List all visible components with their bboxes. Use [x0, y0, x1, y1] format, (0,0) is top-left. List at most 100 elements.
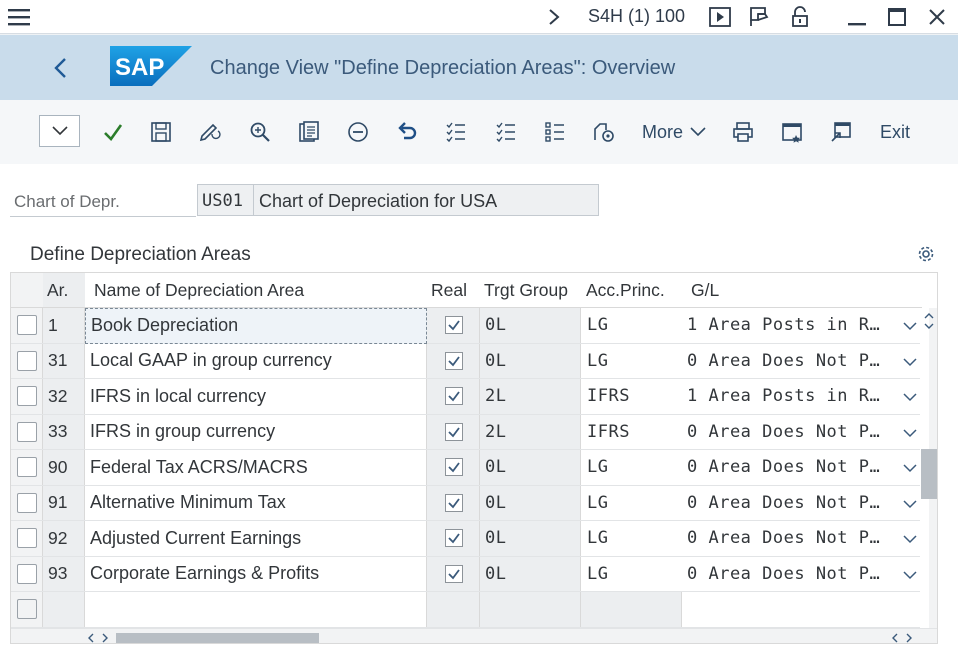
row-selector[interactable] [11, 521, 43, 557]
play-icon[interactable] [707, 4, 733, 30]
print-icon[interactable] [727, 116, 759, 148]
details-icon[interactable] [293, 116, 325, 148]
gl-cell[interactable]: 1 Area Posts in R… [682, 379, 920, 415]
close-icon[interactable] [924, 4, 950, 30]
lock-icon[interactable] [787, 4, 813, 30]
name-cell[interactable]: Local GAAP in group currency [85, 344, 427, 379]
horizontal-scrollbar[interactable] [11, 628, 937, 643]
real-cell [427, 486, 480, 521]
chevron-down-icon[interactable] [902, 389, 918, 405]
row-select-box[interactable] [17, 563, 37, 584]
real-checkbox[interactable] [444, 493, 463, 512]
real-checkbox[interactable] [444, 564, 463, 583]
real-checkbox[interactable] [444, 529, 463, 548]
row-select-box[interactable] [17, 528, 37, 549]
scroll-left-right-icon[interactable] [891, 631, 913, 643]
more-button[interactable]: More [642, 122, 706, 143]
menu-icon[interactable] [6, 4, 32, 30]
row-selector[interactable] [11, 450, 43, 486]
gl-cell[interactable]: 0 Area Does Not P… [682, 486, 920, 521]
acc-princ-cell[interactable]: IFRS [581, 379, 682, 415]
chevron-down-icon[interactable] [902, 460, 918, 476]
name-cell[interactable]: IFRS in local currency [85, 379, 427, 415]
acc-princ-cell[interactable]: LG [581, 343, 682, 379]
gl-cell[interactable]: 0 Area Does Not P… [682, 521, 920, 557]
select-all-icon[interactable] [440, 116, 472, 148]
edit-icon[interactable] [194, 116, 226, 148]
minimize-icon[interactable] [844, 4, 870, 30]
row-selector[interactable] [11, 344, 43, 379]
acc-princ-cell[interactable]: LG [581, 521, 682, 557]
chevron-right-icon[interactable] [541, 4, 567, 30]
select-block-icon[interactable] [539, 116, 571, 148]
name-cell[interactable]: Adjusted Current Earnings [85, 521, 427, 557]
gl-cell[interactable]: 1 Area Posts in R… [682, 308, 920, 344]
chevron-down-icon[interactable] [902, 425, 918, 441]
name-cell[interactable]: Federal Tax ACRS/MACRS [85, 450, 427, 486]
exit-button[interactable]: Exit [880, 122, 911, 142]
shortcut-icon[interactable] [825, 116, 857, 148]
vertical-scroll-thumb[interactable] [921, 449, 937, 499]
row-selector[interactable] [11, 308, 43, 344]
header-trgt-group[interactable]: Trgt Group [480, 273, 581, 308]
header-real[interactable]: Real [427, 273, 480, 308]
real-checkbox[interactable] [444, 387, 463, 406]
acc-princ-cell[interactable]: LG [581, 450, 682, 486]
scroll-left-right-icon[interactable] [87, 631, 109, 643]
acc-princ-cell[interactable]: LG [581, 556, 682, 592]
back-button[interactable] [48, 55, 74, 81]
check-icon[interactable] [97, 116, 129, 148]
name-cell[interactable]: Alternative Minimum Tax [85, 486, 427, 521]
row-selector[interactable] [11, 592, 43, 628]
new-window-icon[interactable] [776, 116, 808, 148]
delete-icon[interactable] [342, 116, 374, 148]
header-gl[interactable]: G/L [682, 273, 922, 308]
real-checkbox[interactable] [444, 316, 463, 335]
ar-cell [43, 592, 85, 628]
row-selector[interactable] [11, 415, 43, 450]
acc-princ-cell[interactable]: IFRS [581, 414, 682, 450]
undo-icon[interactable] [391, 116, 423, 148]
gl-cell[interactable]: 0 Area Does Not P… [682, 415, 920, 450]
name-cell[interactable]: Corporate Earnings & Profits [85, 557, 427, 592]
header-name[interactable]: Name of Depreciation Area [85, 273, 427, 308]
deselect-all-icon[interactable] [490, 116, 522, 148]
gl-cell[interactable]: 0 Area Does Not P… [682, 344, 920, 379]
real-checkbox[interactable] [444, 422, 463, 441]
configure-icon[interactable] [588, 116, 620, 148]
gl-cell[interactable]: 0 Area Does Not P… [682, 557, 920, 592]
row-selector[interactable] [11, 486, 43, 521]
gl-cell[interactable]: 0 Area Does Not P… [682, 450, 920, 486]
maximize-icon[interactable] [884, 4, 910, 30]
layout-icon[interactable] [746, 4, 772, 30]
row-select-box[interactable] [17, 599, 37, 620]
name-cell[interactable]: Book Depreciation [85, 308, 427, 344]
row-select-box[interactable] [17, 350, 37, 371]
row-select-box[interactable] [17, 492, 37, 513]
row-select-box[interactable] [17, 421, 37, 442]
row-select-box[interactable] [17, 315, 37, 336]
row-selector[interactable] [11, 379, 43, 415]
zoom-icon[interactable] [244, 116, 276, 148]
row-selector[interactable] [11, 557, 43, 592]
save-icon[interactable] [145, 116, 177, 148]
real-checkbox[interactable] [444, 458, 463, 477]
real-checkbox[interactable] [444, 351, 463, 370]
chevron-down-icon[interactable] [902, 531, 918, 547]
command-dropdown[interactable] [39, 115, 80, 147]
name-cell[interactable]: IFRS in group currency [85, 415, 427, 450]
scroll-up-down-icon[interactable] [922, 311, 936, 331]
row-select-box[interactable] [17, 386, 37, 407]
acc-princ-cell[interactable]: LG [581, 485, 682, 521]
horizontal-scroll-thumb[interactable] [116, 633, 319, 643]
chevron-down-icon[interactable] [902, 567, 918, 583]
chevron-down-icon[interactable] [902, 496, 918, 512]
header-acc-princ[interactable]: Acc.Princ. [581, 273, 682, 308]
acc-princ-cell[interactable]: LG [581, 308, 682, 344]
row-select-box[interactable] [17, 457, 37, 478]
chevron-down-icon[interactable] [902, 318, 918, 334]
header-ar[interactable]: Ar. [43, 273, 85, 308]
acc-princ-cell [581, 592, 682, 628]
gear-icon[interactable] [916, 244, 936, 264]
chevron-down-icon[interactable] [902, 354, 918, 370]
